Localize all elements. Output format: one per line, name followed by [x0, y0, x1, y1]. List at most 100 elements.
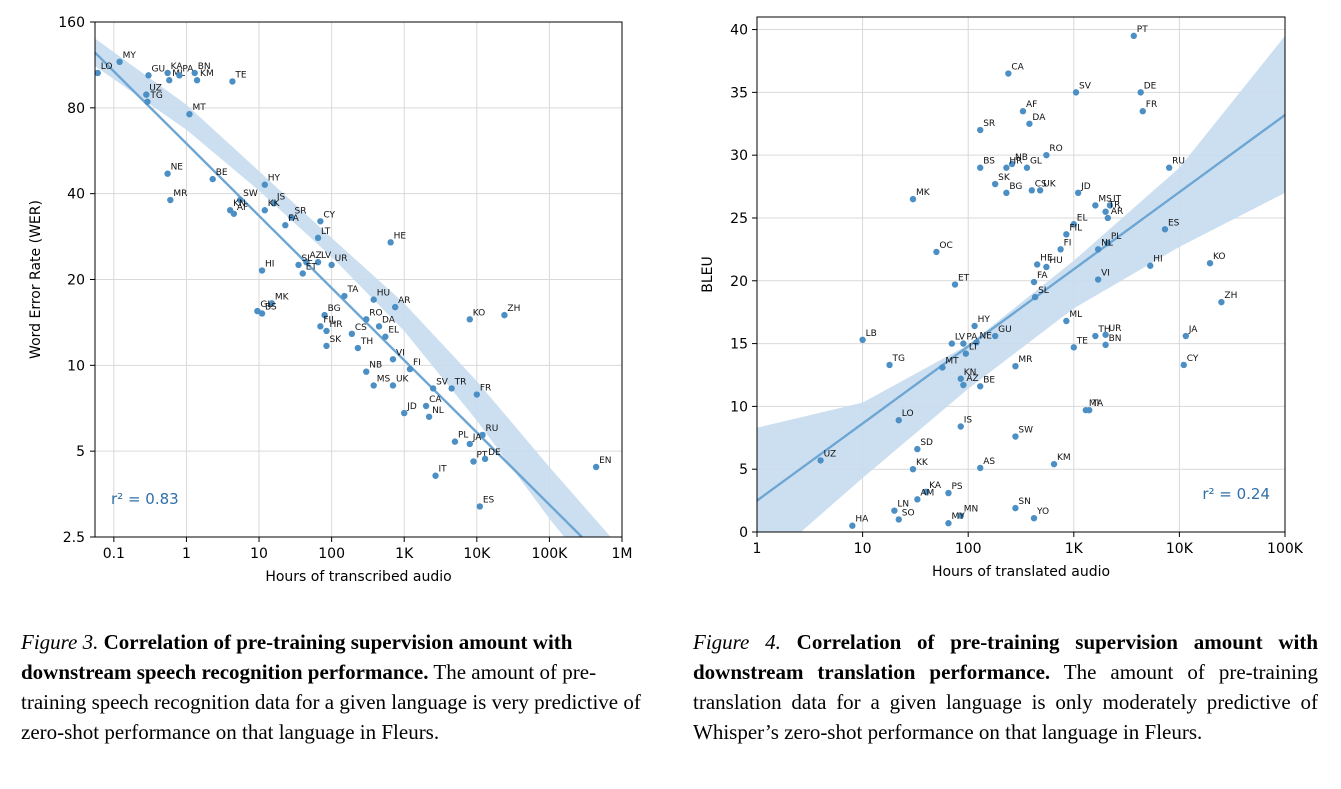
point-label: CY — [1187, 354, 1199, 364]
y-tick-label: 15 — [730, 337, 748, 353]
y-axis-label: BLEU — [700, 256, 716, 293]
point-label: TH — [360, 337, 373, 347]
point-label: SL — [302, 254, 313, 264]
data-point — [909, 195, 917, 203]
caption-body: The amount of pre-training translation d… — [693, 660, 1318, 744]
point-label: PA — [182, 64, 194, 74]
data-point — [1094, 276, 1102, 283]
point-label: EN — [599, 456, 611, 466]
point-label: MS — [1098, 194, 1112, 204]
data-point — [1086, 406, 1093, 414]
data-point — [1003, 189, 1010, 197]
data-point — [914, 496, 921, 503]
data-point — [1092, 332, 1099, 340]
data-point — [948, 340, 956, 347]
point-label: NE — [171, 163, 184, 173]
point-label: UZ — [149, 84, 162, 94]
data-point — [348, 330, 356, 338]
point-label: MR — [173, 189, 187, 199]
y-tick-label: 80 — [67, 101, 85, 117]
point-label: UZ — [824, 449, 837, 459]
x-tick-label: 1K — [395, 546, 414, 562]
data-point — [321, 311, 328, 319]
data-point — [303, 258, 310, 266]
point-label: SN — [1018, 497, 1030, 507]
data-point — [895, 417, 902, 424]
point-label: SV — [1079, 81, 1092, 91]
data-point — [1137, 89, 1144, 96]
point-label: LT — [321, 227, 331, 237]
data-point — [991, 180, 999, 188]
data-point — [1019, 108, 1027, 115]
y-tick-label: 25 — [730, 211, 748, 227]
point-label: TE — [234, 70, 246, 80]
point-label: CS — [1035, 179, 1047, 189]
data-point — [886, 361, 893, 369]
point-label: KM — [200, 69, 214, 79]
point-label: AM — [920, 488, 934, 498]
point-label: AR — [1111, 207, 1123, 217]
y-tick-label: 2.5 — [63, 530, 85, 546]
data-point — [922, 488, 930, 496]
x-tick-label: 10 — [250, 546, 268, 562]
data-point — [592, 463, 600, 471]
data-point — [144, 98, 151, 105]
point-label: DA — [382, 315, 396, 325]
y-tick-label: 0 — [739, 525, 748, 541]
point-label: HE — [1040, 253, 1053, 263]
data-point — [957, 423, 964, 430]
data-point — [341, 292, 348, 300]
data-point — [164, 69, 171, 77]
point-label: RU — [1172, 157, 1185, 167]
point-label: AF — [237, 203, 248, 213]
data-point — [895, 516, 902, 523]
y-axis-label: Word Error Rate (WER) — [28, 200, 44, 359]
point-label: GU — [998, 325, 1012, 335]
point-label: EL — [388, 326, 399, 336]
data-point — [933, 248, 940, 256]
data-point — [960, 340, 967, 347]
data-point — [176, 72, 183, 79]
data-point — [363, 316, 370, 323]
data-point — [1104, 239, 1112, 247]
data-point — [1106, 202, 1114, 209]
point-label: EL — [1077, 213, 1088, 223]
point-label: PL — [458, 431, 468, 441]
point-label: KN — [233, 199, 246, 209]
caption-label: Figure 4. — [693, 630, 781, 654]
point-label: JD — [406, 402, 417, 412]
data-point — [1043, 151, 1050, 159]
point-label: HI — [265, 260, 274, 270]
data-point — [470, 458, 477, 465]
point-label: HI — [1153, 255, 1162, 265]
data-point — [466, 440, 473, 448]
point-label: JA — [1188, 325, 1198, 335]
data-point — [186, 110, 193, 118]
data-point — [145, 72, 152, 79]
point-label: CA — [429, 395, 442, 405]
figure-4-caption: Figure 4. Correlation of pre-training su… — [693, 627, 1318, 747]
point-label: AS — [983, 457, 995, 467]
caption-title: Correlation of pre-training supervision … — [693, 630, 1318, 684]
data-point — [1030, 278, 1038, 286]
data-point — [1180, 361, 1187, 369]
x-tick-label: 10 — [854, 541, 872, 557]
data-point — [1057, 246, 1064, 253]
point-label: PT — [1137, 25, 1148, 35]
data-point — [401, 409, 408, 417]
point-label: ET — [306, 262, 318, 272]
data-point — [164, 170, 171, 177]
x-axis-label: Hours of transcribed audio — [265, 569, 451, 585]
point-label: GL — [260, 300, 272, 310]
point-label: KA — [929, 481, 942, 491]
point-label: KK — [268, 199, 281, 209]
data-point — [375, 323, 383, 330]
point-label: LT — [969, 343, 979, 353]
x-axis-label: Hours of translated audio — [932, 564, 1110, 580]
y-tick-label: 10 — [730, 399, 748, 415]
y-tick-label: 20 — [67, 273, 85, 289]
point-label: KO — [1213, 252, 1226, 262]
data-point — [354, 344, 362, 352]
point-label: MT — [945, 356, 959, 366]
